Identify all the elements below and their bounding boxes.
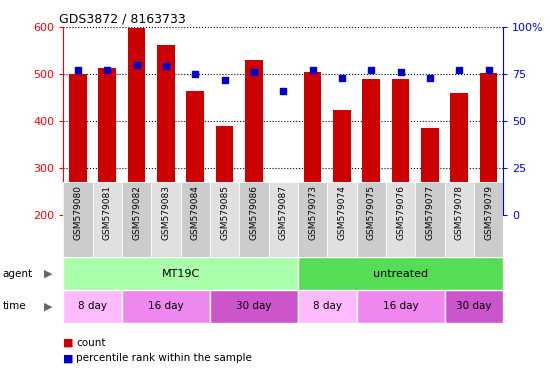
Bar xyxy=(298,257,503,290)
Bar xyxy=(362,79,380,215)
Text: GSM579074: GSM579074 xyxy=(337,185,346,240)
Point xyxy=(338,74,346,81)
Point xyxy=(426,74,434,81)
Bar xyxy=(268,182,298,257)
Bar xyxy=(444,182,474,257)
Text: GSM579076: GSM579076 xyxy=(396,185,405,240)
Bar xyxy=(186,91,204,215)
Bar xyxy=(239,182,268,257)
Bar xyxy=(210,290,298,323)
Bar xyxy=(245,60,263,215)
Text: GSM579079: GSM579079 xyxy=(484,185,493,240)
Text: 30 day: 30 day xyxy=(456,301,492,311)
Bar xyxy=(386,182,415,257)
Text: agent: agent xyxy=(3,268,33,279)
Bar xyxy=(480,73,497,215)
Text: GDS3872 / 8163733: GDS3872 / 8163733 xyxy=(59,13,185,26)
Bar xyxy=(356,182,386,257)
Text: percentile rank within the sample: percentile rank within the sample xyxy=(76,353,252,363)
Point xyxy=(484,67,493,73)
Text: 16 day: 16 day xyxy=(148,301,184,311)
Bar xyxy=(304,71,321,215)
Point xyxy=(74,67,82,73)
Point xyxy=(455,67,464,73)
Bar xyxy=(122,290,210,323)
Text: GSM579083: GSM579083 xyxy=(161,185,170,240)
Text: GSM579081: GSM579081 xyxy=(103,185,112,240)
Bar xyxy=(450,93,468,215)
Bar xyxy=(274,188,292,215)
Text: GSM579073: GSM579073 xyxy=(308,185,317,240)
Text: GSM579078: GSM579078 xyxy=(455,185,464,240)
Bar xyxy=(157,45,175,215)
Text: GSM579082: GSM579082 xyxy=(132,185,141,240)
Point xyxy=(367,67,376,73)
Point xyxy=(191,71,200,77)
Text: 30 day: 30 day xyxy=(236,301,272,311)
Point xyxy=(132,61,141,68)
Bar xyxy=(92,182,122,257)
Bar xyxy=(69,74,87,215)
Text: GSM579086: GSM579086 xyxy=(249,185,258,240)
Point xyxy=(162,63,170,70)
Bar xyxy=(128,28,145,215)
Bar xyxy=(298,182,327,257)
Bar xyxy=(327,182,356,257)
Point xyxy=(308,67,317,73)
Bar xyxy=(98,68,116,215)
Point xyxy=(279,88,288,94)
Bar xyxy=(298,290,356,323)
Bar xyxy=(421,128,439,215)
Text: ▶: ▶ xyxy=(44,268,53,279)
Point xyxy=(250,69,258,75)
Bar xyxy=(356,290,444,323)
Bar xyxy=(392,79,409,215)
Text: GSM579087: GSM579087 xyxy=(279,185,288,240)
Bar xyxy=(151,182,180,257)
Point xyxy=(396,69,405,75)
Text: 16 day: 16 day xyxy=(383,301,419,311)
Bar xyxy=(210,182,239,257)
Text: GSM579077: GSM579077 xyxy=(425,185,435,240)
Text: 8 day: 8 day xyxy=(313,301,342,311)
Bar xyxy=(63,257,298,290)
Text: GSM579075: GSM579075 xyxy=(367,185,376,240)
Text: ▶: ▶ xyxy=(44,301,53,311)
Bar xyxy=(122,182,151,257)
Text: GSM579080: GSM579080 xyxy=(73,185,82,240)
Point xyxy=(220,76,229,83)
Bar xyxy=(216,126,233,215)
Text: count: count xyxy=(76,338,106,348)
Text: GSM579084: GSM579084 xyxy=(191,185,200,240)
Bar xyxy=(180,182,210,257)
Text: time: time xyxy=(3,301,26,311)
Bar xyxy=(333,110,351,215)
Bar xyxy=(63,182,92,257)
Bar xyxy=(474,182,503,257)
Bar xyxy=(415,182,444,257)
Text: ■: ■ xyxy=(63,353,74,363)
Text: 8 day: 8 day xyxy=(78,301,107,311)
Text: MT19C: MT19C xyxy=(162,268,200,279)
Text: untreated: untreated xyxy=(373,268,428,279)
Bar xyxy=(444,290,503,323)
Bar xyxy=(63,290,122,323)
Text: ■: ■ xyxy=(63,338,74,348)
Point xyxy=(103,67,112,73)
Text: GSM579085: GSM579085 xyxy=(220,185,229,240)
